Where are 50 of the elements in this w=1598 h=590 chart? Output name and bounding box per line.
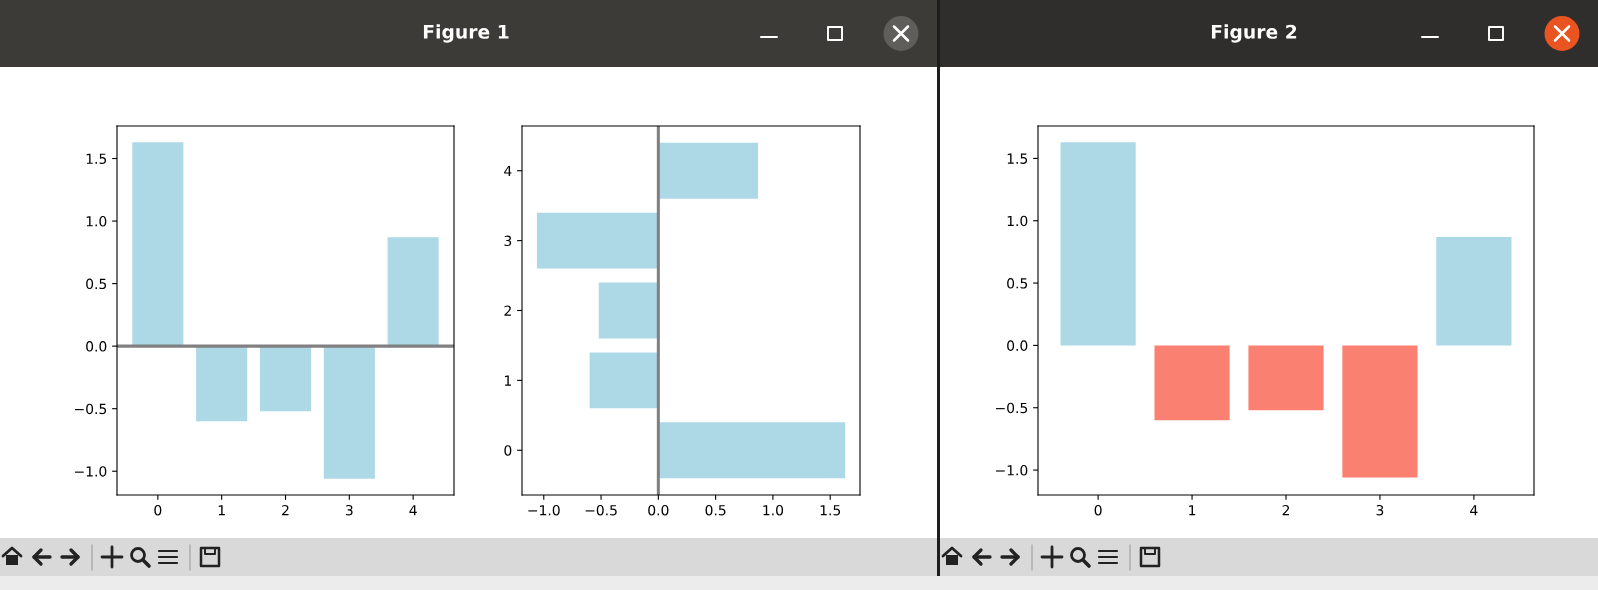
bar: [196, 346, 248, 422]
bar: [259, 346, 312, 412]
x-tick-label: 0: [1094, 504, 1102, 516]
bar: [1436, 236, 1512, 346]
bar: [387, 237, 439, 347]
bar: [536, 212, 659, 269]
y-tick-label: 0: [504, 445, 512, 456]
bar: [132, 142, 184, 347]
x-tick-label: 1.5: [820, 505, 841, 516]
y-tick-label: 1.0: [1007, 215, 1028, 227]
x-tick-label: 0.5: [705, 504, 726, 516]
x-tick-label: 4: [1470, 505, 1478, 516]
x-tick-label: −0.5: [585, 504, 617, 516]
bar: [658, 142, 759, 199]
bar: [1342, 345, 1418, 478]
x-tick-label: 1: [1189, 505, 1196, 516]
y-tick-label: −0.5: [75, 403, 107, 415]
y-tick-label: −0.5: [996, 402, 1028, 414]
bar: [598, 282, 659, 339]
bar: [323, 346, 375, 479]
caption: Figure 2: [1211, 24, 1297, 43]
y-tick-label: 0.5: [86, 278, 107, 290]
y-tick-label: −1.0: [996, 465, 1028, 476]
x-tick-label: 1: [218, 505, 225, 516]
x-tick-label: 2: [1282, 504, 1290, 516]
caption: Figure 1: [423, 24, 509, 43]
y-tick-label: 0.0: [86, 341, 107, 352]
y-tick-label: 0.5: [1007, 278, 1028, 289]
y-tick-label: 3: [504, 235, 512, 247]
x-tick-label: 3: [345, 504, 353, 516]
bar: [1248, 345, 1324, 411]
y-tick-label: 2: [504, 305, 511, 316]
bar: [658, 422, 846, 479]
y-tick-label: 1.0: [86, 216, 107, 227]
bar: [1154, 345, 1230, 421]
bar: [589, 352, 659, 409]
x-tick-label: −1.0: [528, 504, 560, 516]
x-tick-label: 2: [282, 504, 289, 516]
x-tick-label: 0: [154, 504, 162, 516]
x-tick-label: 3: [1376, 504, 1384, 516]
y-tick-label: 1: [504, 375, 511, 386]
y-tick-label: 1.5: [86, 153, 107, 164]
y-tick-label: 4: [504, 165, 512, 176]
x-tick-label: 1.0: [763, 504, 784, 516]
y-tick-label: 0.0: [1007, 340, 1028, 351]
bar: [1060, 142, 1136, 346]
y-tick-label: −1.0: [75, 466, 107, 477]
x-tick-label: 4: [409, 505, 417, 516]
x-tick-label: 0.0: [648, 504, 669, 516]
y-tick-label: 1.5: [1007, 153, 1028, 164]
